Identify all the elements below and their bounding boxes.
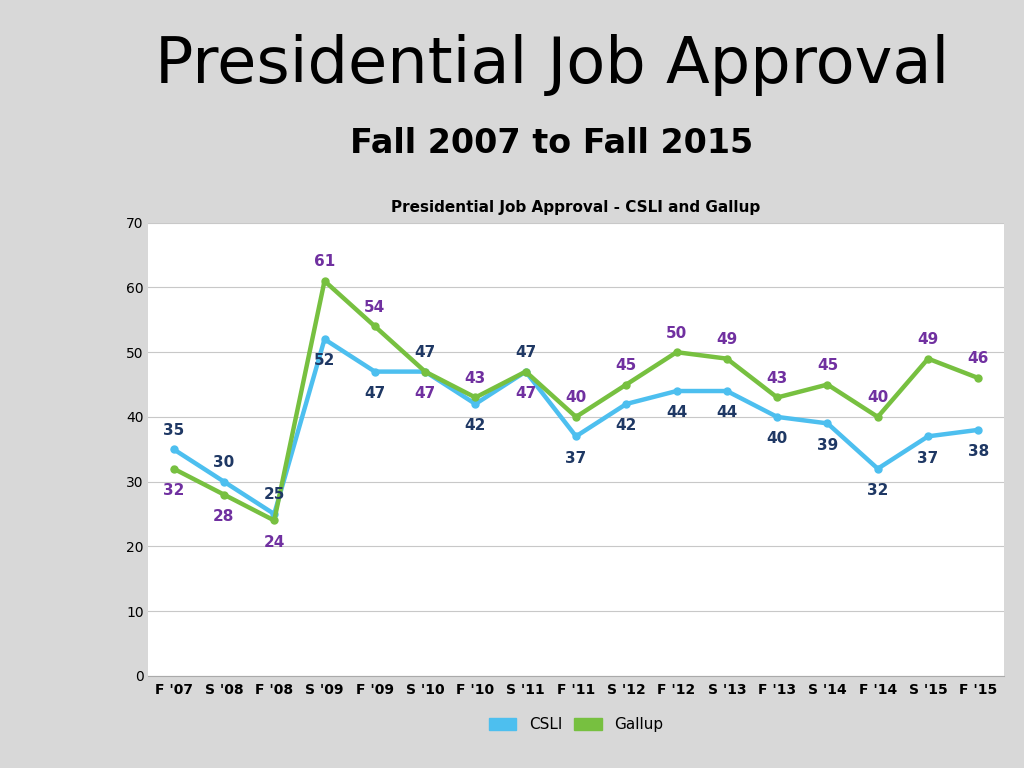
CSLI xyxy=(821,419,834,428)
Legend: CSLI, Gallup: CSLI, Gallup xyxy=(482,711,670,739)
Text: 47: 47 xyxy=(415,345,436,360)
Gallup xyxy=(821,380,834,389)
Gallup xyxy=(318,276,331,286)
Gallup xyxy=(721,354,733,363)
Gallup xyxy=(621,380,633,389)
Text: 30: 30 xyxy=(213,455,234,470)
Text: Fall 2007 to Fall 2015: Fall 2007 to Fall 2015 xyxy=(350,127,754,160)
Text: 42: 42 xyxy=(615,419,637,433)
Text: 39: 39 xyxy=(817,438,838,452)
Text: 32: 32 xyxy=(163,483,184,498)
Text: 44: 44 xyxy=(716,406,737,420)
Gallup xyxy=(419,367,431,376)
CSLI xyxy=(569,432,582,441)
CSLI xyxy=(871,464,884,473)
Gallup xyxy=(569,412,582,422)
Text: 42: 42 xyxy=(465,419,486,433)
CSLI xyxy=(621,399,633,409)
CSLI xyxy=(771,412,783,422)
Line: CSLI: CSLI xyxy=(170,336,982,518)
Gallup xyxy=(519,367,531,376)
Text: 37: 37 xyxy=(565,451,587,465)
Text: 43: 43 xyxy=(465,371,486,386)
Text: 38: 38 xyxy=(968,444,989,459)
Text: 28: 28 xyxy=(213,509,234,524)
CSLI xyxy=(369,367,381,376)
Gallup xyxy=(369,322,381,331)
Text: 40: 40 xyxy=(565,390,587,406)
Text: 37: 37 xyxy=(918,451,939,465)
Text: Presidential Job Approval: Presidential Job Approval xyxy=(155,34,949,96)
Text: 49: 49 xyxy=(918,332,939,347)
CSLI xyxy=(972,425,984,435)
CSLI xyxy=(318,335,331,344)
Text: 47: 47 xyxy=(415,386,436,401)
Gallup xyxy=(168,464,180,473)
Text: 32: 32 xyxy=(867,483,889,498)
Text: 45: 45 xyxy=(615,358,637,373)
Text: 45: 45 xyxy=(817,358,838,373)
Gallup xyxy=(771,393,783,402)
Text: 49: 49 xyxy=(716,332,737,347)
Gallup xyxy=(469,393,481,402)
Text: 47: 47 xyxy=(365,386,385,401)
Text: 46: 46 xyxy=(968,352,989,366)
Title: Presidential Job Approval - CSLI and Gallup: Presidential Job Approval - CSLI and Gal… xyxy=(391,200,761,214)
Text: 61: 61 xyxy=(314,254,335,270)
CSLI xyxy=(419,367,431,376)
CSLI xyxy=(922,432,934,441)
Text: 40: 40 xyxy=(867,390,889,406)
CSLI xyxy=(268,509,281,518)
Gallup xyxy=(871,412,884,422)
CSLI xyxy=(671,386,683,396)
CSLI xyxy=(218,477,230,486)
Gallup xyxy=(671,348,683,357)
Text: 44: 44 xyxy=(666,406,687,420)
CSLI xyxy=(721,386,733,396)
Text: 24: 24 xyxy=(263,535,285,550)
Text: 43: 43 xyxy=(767,371,787,386)
Text: 54: 54 xyxy=(365,300,385,315)
Text: 52: 52 xyxy=(313,353,335,369)
Gallup xyxy=(922,354,934,363)
Text: 50: 50 xyxy=(666,326,687,340)
Gallup xyxy=(218,490,230,499)
CSLI xyxy=(168,445,180,454)
Text: 25: 25 xyxy=(263,488,285,502)
Gallup xyxy=(268,516,281,525)
CSLI xyxy=(469,399,481,409)
Line: Gallup: Gallup xyxy=(170,277,982,524)
Text: 35: 35 xyxy=(163,422,184,438)
Gallup xyxy=(972,373,984,382)
CSLI xyxy=(519,367,531,376)
Text: 47: 47 xyxy=(515,345,537,360)
Text: 40: 40 xyxy=(767,431,787,446)
Text: 47: 47 xyxy=(515,386,537,401)
